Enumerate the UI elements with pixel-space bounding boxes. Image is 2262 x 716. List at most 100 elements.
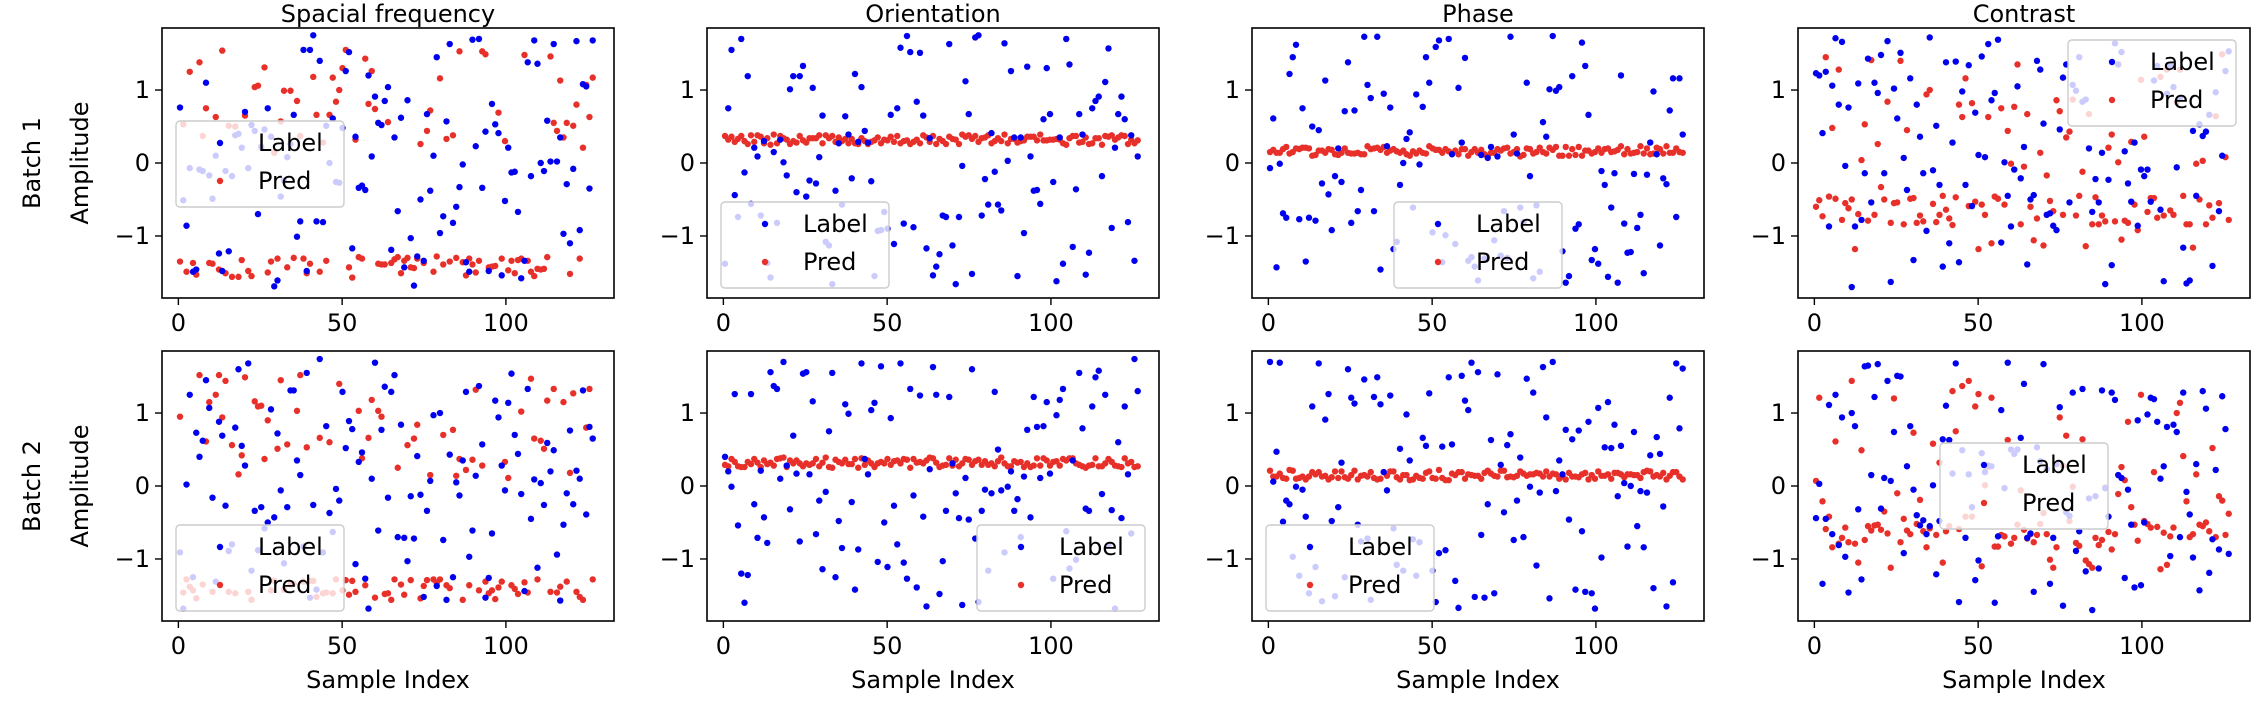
label-point bbox=[1001, 40, 1008, 47]
label-point bbox=[1653, 433, 1660, 441]
label-point bbox=[2157, 206, 2164, 213]
legend-marker bbox=[2108, 96, 2116, 104]
label-point bbox=[2118, 474, 2125, 482]
x-tick-label: 0 bbox=[171, 309, 186, 337]
label-point bbox=[544, 117, 551, 124]
label-point bbox=[1887, 477, 1894, 485]
pred-point bbox=[371, 594, 379, 601]
label-point bbox=[952, 280, 959, 288]
label-point bbox=[1017, 134, 1024, 141]
label-point bbox=[890, 240, 898, 248]
pred-point bbox=[469, 261, 476, 268]
label-point bbox=[352, 560, 359, 568]
label-point bbox=[764, 539, 771, 547]
label-point bbox=[1299, 486, 1306, 493]
y-tick-label: 0 bbox=[1225, 472, 1240, 500]
label-point bbox=[799, 62, 807, 70]
label-point bbox=[855, 546, 862, 553]
label-point bbox=[349, 425, 356, 433]
pred-point bbox=[2160, 212, 2167, 219]
label-point bbox=[459, 161, 466, 168]
pred-point bbox=[1338, 149, 1345, 156]
y-tick-label: 0 bbox=[135, 472, 150, 500]
label-point bbox=[1020, 229, 1028, 237]
pred-point bbox=[384, 118, 392, 126]
pred-point bbox=[300, 255, 307, 262]
label-point bbox=[498, 462, 505, 469]
pred-point bbox=[2050, 564, 2057, 571]
pred-point bbox=[1907, 530, 1914, 538]
pred-point bbox=[2124, 418, 2132, 425]
label-point bbox=[1328, 517, 1335, 525]
pred-point bbox=[349, 274, 356, 281]
label-point bbox=[1933, 122, 1940, 129]
label-point bbox=[786, 506, 794, 513]
label-point bbox=[1848, 283, 1855, 291]
label-point bbox=[2128, 521, 2135, 528]
label-point bbox=[1611, 421, 1618, 428]
pred-point bbox=[407, 576, 414, 584]
pred-point bbox=[1364, 473, 1371, 480]
label-point bbox=[2046, 580, 2054, 587]
label-point bbox=[2089, 606, 2096, 614]
label-point bbox=[1131, 355, 1138, 363]
label-point bbox=[1082, 271, 1089, 278]
label-point bbox=[985, 201, 992, 208]
label-point bbox=[540, 167, 548, 175]
label-point bbox=[978, 212, 985, 219]
pred-point bbox=[547, 588, 554, 596]
pred-point bbox=[1910, 194, 1917, 202]
label-point bbox=[472, 143, 479, 150]
pred-point bbox=[1679, 149, 1686, 156]
legend-marker bbox=[216, 581, 224, 589]
label-point bbox=[258, 503, 265, 511]
pred-point bbox=[972, 132, 979, 140]
pred-point bbox=[1916, 212, 1924, 219]
label-point bbox=[1838, 38, 1846, 46]
label-point bbox=[1134, 387, 1141, 395]
label-point bbox=[391, 134, 398, 141]
pred-point bbox=[1565, 152, 1573, 159]
label-point bbox=[2102, 280, 2109, 288]
pred-point bbox=[2108, 546, 2115, 553]
label-point bbox=[1585, 418, 1592, 425]
pred-point bbox=[2020, 163, 2028, 170]
label-point bbox=[342, 444, 349, 452]
pred-point bbox=[1965, 377, 1972, 385]
label-point bbox=[371, 359, 379, 366]
label-point bbox=[1923, 530, 1930, 538]
label-point bbox=[202, 376, 210, 384]
label-point bbox=[560, 230, 567, 237]
label-point bbox=[747, 390, 755, 398]
pred-point bbox=[903, 456, 911, 463]
pred-point bbox=[472, 269, 479, 276]
label-point bbox=[583, 511, 590, 518]
label-point bbox=[1092, 97, 1099, 105]
label-point bbox=[407, 493, 414, 500]
label-point bbox=[1575, 221, 1582, 228]
x-tick-label: 0 bbox=[716, 632, 731, 660]
panel-title: Spacial frequency bbox=[281, 0, 495, 28]
label-point bbox=[1523, 375, 1530, 382]
pred-point bbox=[2189, 530, 2197, 538]
pred-point bbox=[2157, 565, 2164, 573]
pred-point bbox=[1959, 382, 1966, 390]
label-point bbox=[1851, 223, 1859, 230]
label-point bbox=[479, 441, 486, 448]
label-point bbox=[777, 136, 784, 143]
pred-point bbox=[1377, 475, 1384, 482]
pred-point bbox=[573, 588, 580, 596]
pred-point bbox=[1673, 468, 1680, 476]
pred-point bbox=[1079, 138, 1086, 146]
label-point bbox=[557, 597, 564, 604]
label-point bbox=[2202, 128, 2210, 135]
label-point bbox=[427, 187, 434, 194]
label-point bbox=[1666, 107, 1673, 114]
x-tick-label: 0 bbox=[171, 632, 186, 660]
pred-point bbox=[1445, 476, 1452, 484]
label-point bbox=[440, 536, 447, 544]
pred-point bbox=[933, 459, 940, 466]
pred-point bbox=[1877, 183, 1885, 191]
pred-point bbox=[1390, 468, 1397, 475]
pred-point bbox=[1894, 490, 1901, 497]
